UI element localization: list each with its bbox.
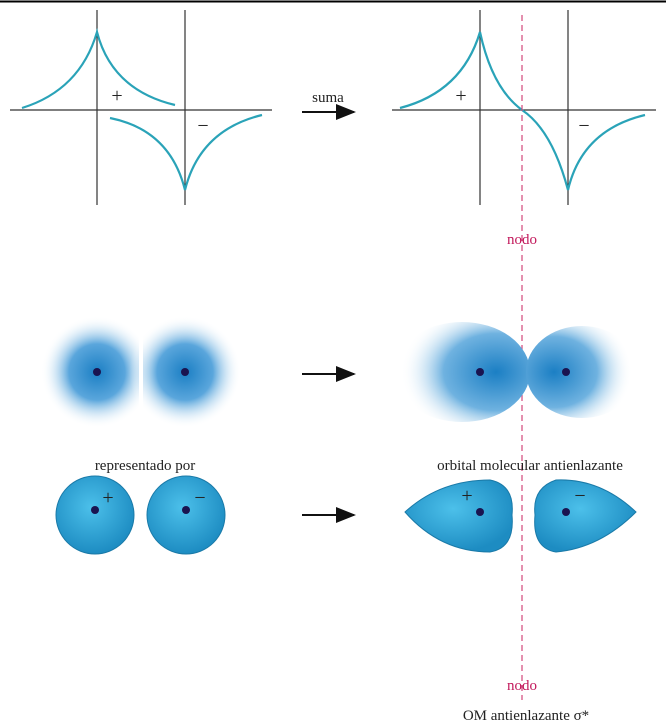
orbital-cloud	[526, 326, 638, 418]
left-wave-graph: + −	[10, 10, 272, 205]
sign-label: +	[102, 487, 113, 509]
nucleus	[93, 368, 101, 376]
nucleus	[91, 506, 99, 514]
nucleus	[476, 508, 484, 516]
node-label: nodo	[507, 678, 537, 694]
nucleus	[562, 368, 570, 376]
right-wave-graph: + −	[392, 10, 656, 205]
orbital-lobe	[405, 480, 512, 552]
nucleus	[476, 368, 484, 376]
wave-negative	[110, 115, 262, 190]
nucleus	[562, 508, 570, 516]
diagram: + − suma + − nodo representado por orbit…	[0, 0, 666, 728]
sign-label: +	[111, 85, 122, 107]
node-label: nodo	[507, 232, 537, 248]
nucleus	[182, 506, 190, 514]
sign-label: −	[194, 487, 205, 509]
caption: representado por	[95, 458, 195, 474]
sign-label: +	[461, 485, 472, 507]
orbital-cloud	[394, 322, 530, 422]
sign-label: −	[578, 115, 589, 137]
sign-label: −	[574, 485, 585, 507]
sign-label: +	[455, 85, 466, 107]
operation-label: suma	[312, 90, 344, 106]
sign-label: −	[197, 115, 208, 137]
orbital-lobe	[56, 476, 134, 554]
caption: orbital molecular antienlazante	[437, 458, 623, 474]
orbital-lobe	[147, 476, 225, 554]
wave-positive	[22, 32, 175, 108]
caption: OM antienlazante σ*	[463, 708, 589, 724]
nucleus	[181, 368, 189, 376]
